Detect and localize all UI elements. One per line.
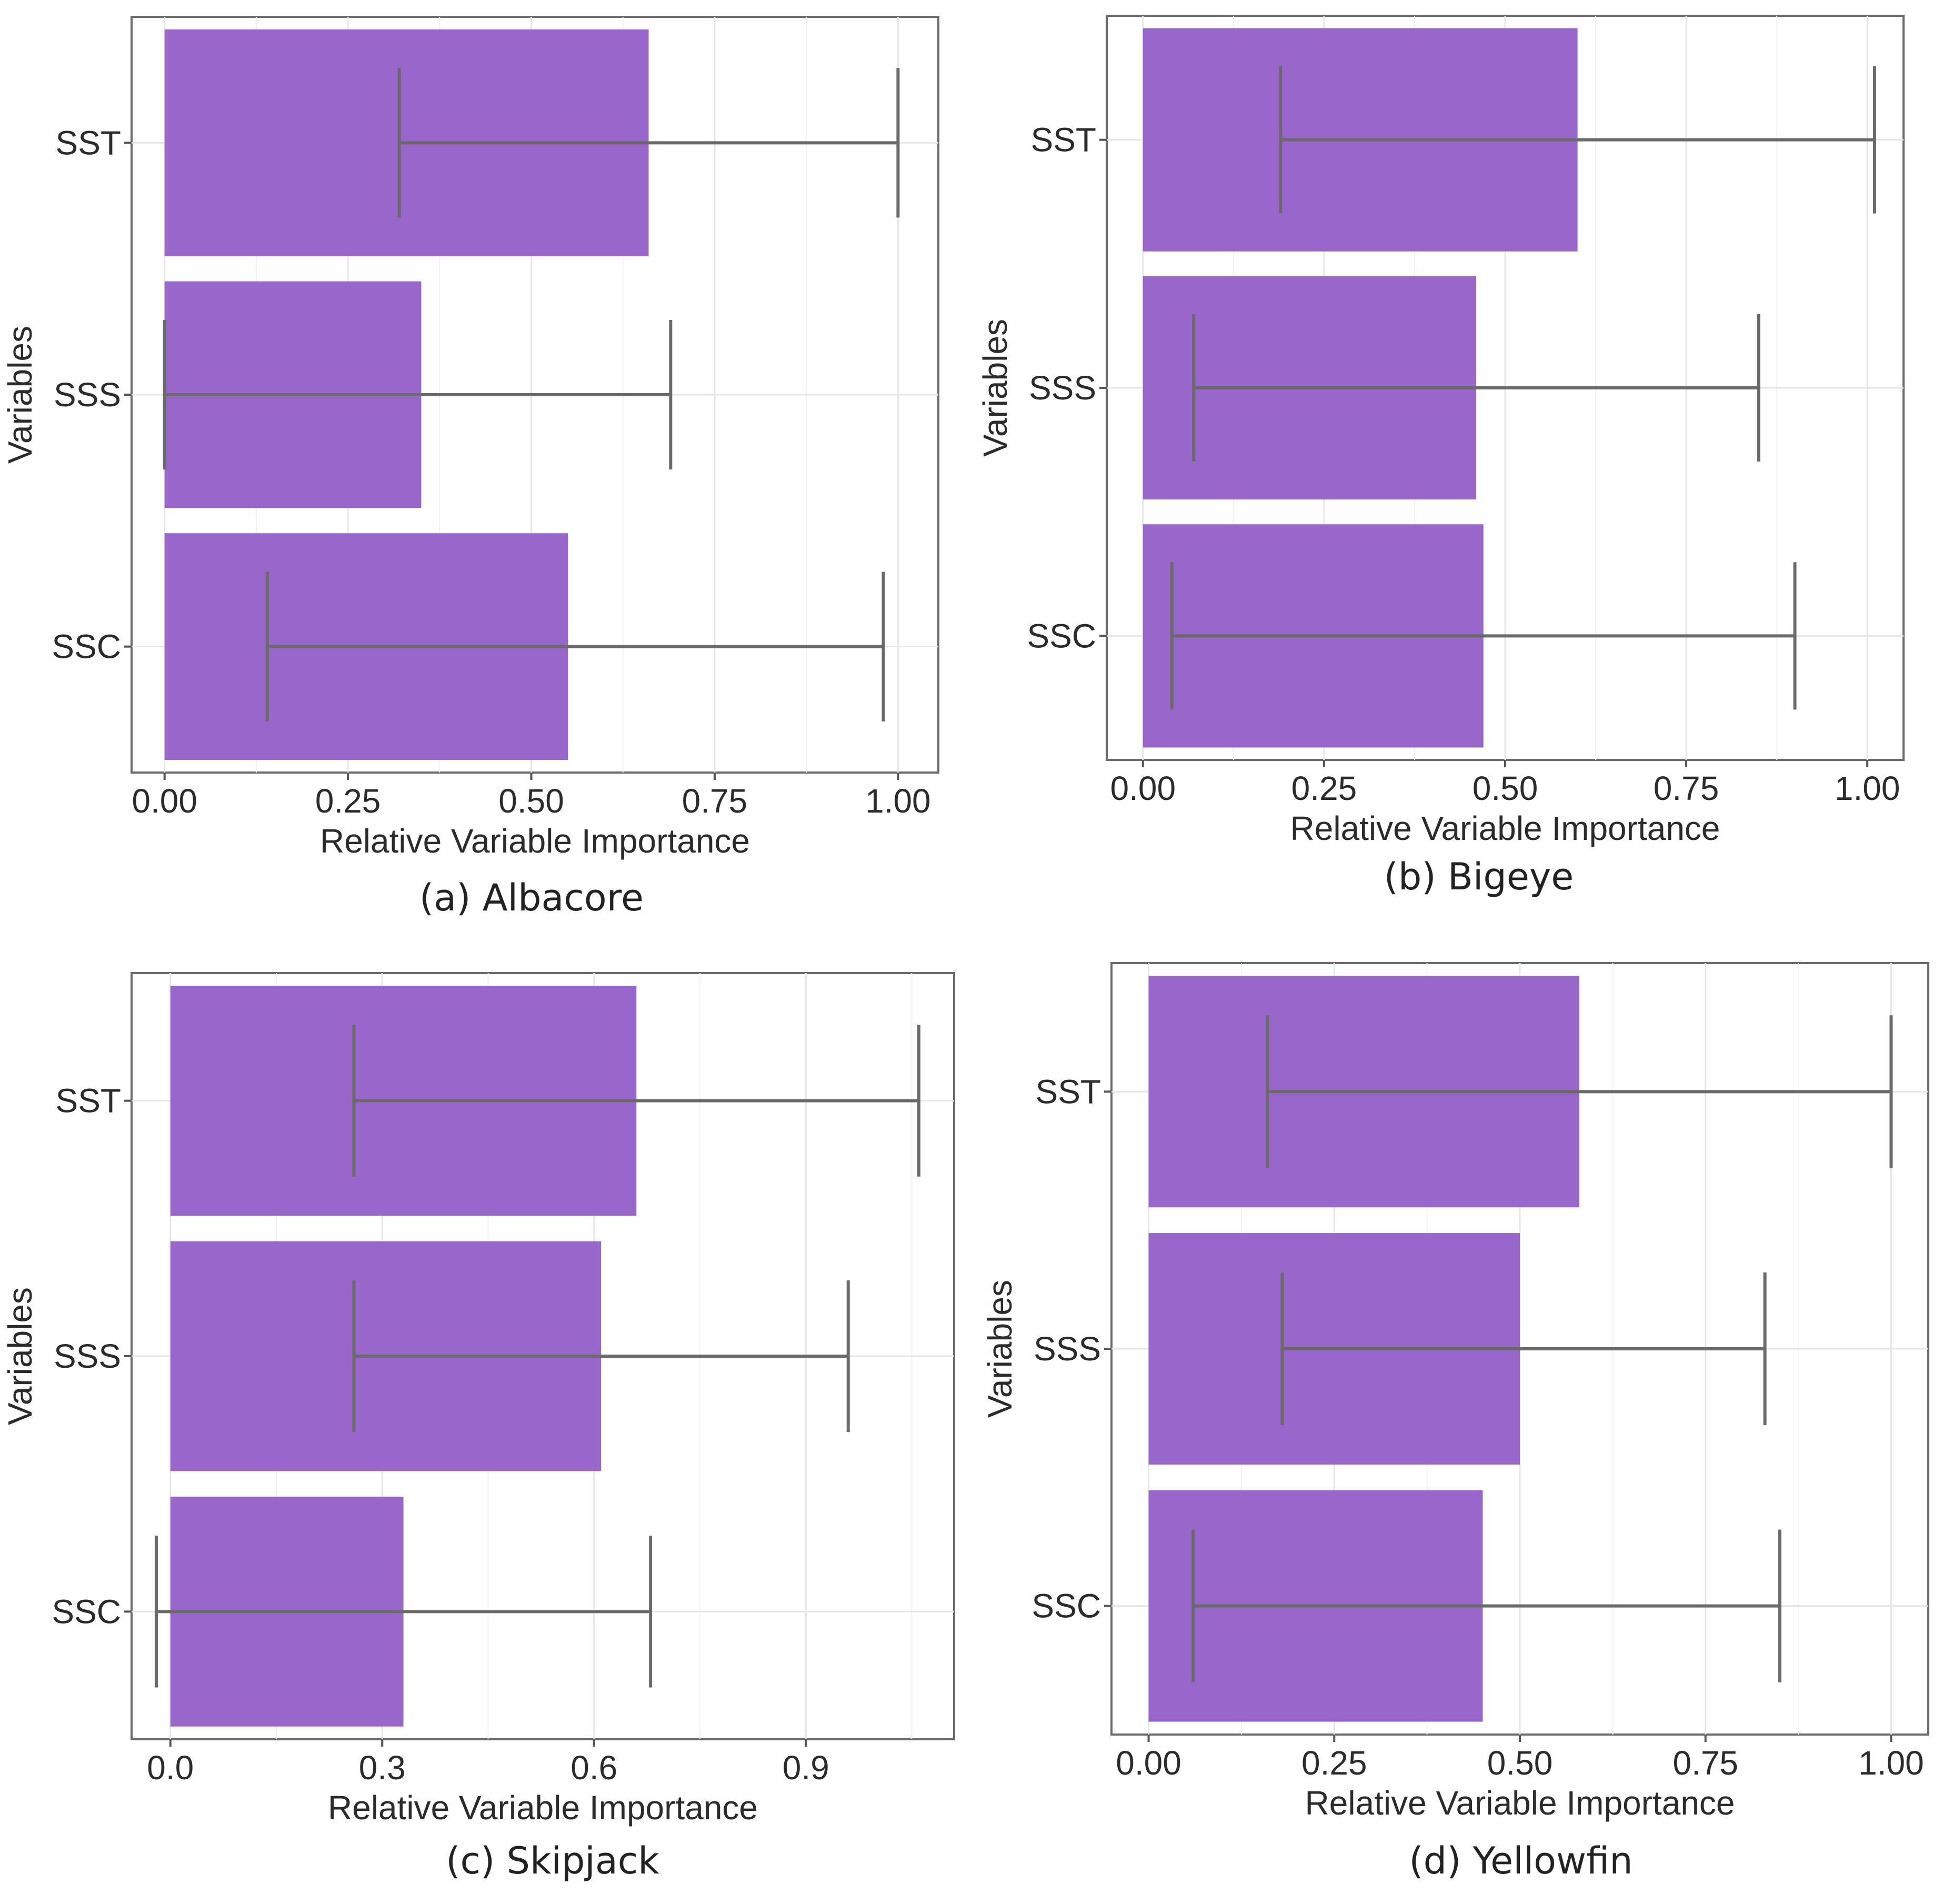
y-tick-label: SST <box>56 124 121 162</box>
x-tick-label: 0.25 <box>1301 1744 1367 1782</box>
error-bar-sst <box>352 1025 920 1177</box>
x-tick-label: 0.75 <box>682 782 748 820</box>
error-bar-ssc <box>1191 1529 1781 1682</box>
x-tick-label: 0.25 <box>315 782 381 820</box>
x-axis-title: Relative Variable Importance <box>320 822 750 860</box>
error-bar-sst <box>1279 66 1876 214</box>
y-tick-label: SSS <box>54 1337 121 1375</box>
panel-yellowfin: SST SSS SSC 0.00 0.25 0.50 0.75 1.00 Relative Va… <box>981 962 1929 1882</box>
error-bar-ssc <box>1170 562 1797 710</box>
y-axis-title: Variables <box>976 319 1014 457</box>
error-bar-sss <box>163 319 673 470</box>
y-tick-label: SSS <box>1034 1330 1101 1368</box>
panel-skipjack: SST SSS SSC 0.0 0.3 0.6 0.9 Relative Variable I… <box>1 972 955 1882</box>
x-tick-label: 1.00 <box>865 782 931 820</box>
x-tick-label: 0.75 <box>1654 769 1719 807</box>
y-tick-label: SST <box>56 1082 121 1120</box>
x-tick-label: 0.6 <box>570 1749 617 1787</box>
panel-caption: (b) Bigeye <box>1384 855 1574 898</box>
x-tick-label: 0.00 <box>132 782 197 820</box>
x-tick-label: 0.3 <box>359 1749 406 1787</box>
error-bar-sss <box>1280 1272 1767 1426</box>
x-tick-label: 0.50 <box>1473 769 1538 807</box>
error-bar-sss <box>1192 314 1760 462</box>
y-tick-label: SSS <box>1029 369 1096 407</box>
x-tick-label: 1.00 <box>1835 769 1900 807</box>
x-tick-label: 0.0 <box>147 1749 194 1787</box>
y-tick-label: SSC <box>1027 617 1096 655</box>
x-tick-label: 0.50 <box>1487 1744 1553 1782</box>
x-tick-label: 1.00 <box>1858 1744 1924 1782</box>
x-tick-label: 0.25 <box>1291 769 1357 807</box>
error-bar-ssc <box>154 1536 653 1688</box>
x-axis-title: Relative Variable Importance <box>1305 1784 1735 1822</box>
y-tick-label: SST <box>1036 1073 1101 1110</box>
x-axis-title: Relative Variable Importance <box>1290 809 1720 847</box>
x-tick-label: 0.00 <box>1110 769 1176 807</box>
panel-albacore: SST SSS SSC 0.00 0.25 0.50 0.75 1.00 Relative Va… <box>1 16 939 919</box>
y-tick-label: SSC <box>52 1592 121 1630</box>
y-axis-title: Variables <box>1 1287 39 1425</box>
y-axis-title: Variables <box>1 326 39 464</box>
error-bar-sst <box>1266 1015 1893 1168</box>
y-axis-title: Variables <box>981 1280 1019 1418</box>
x-axis-title: Relative Variable Importance <box>328 1789 758 1827</box>
error-bar-sst <box>397 68 900 218</box>
x-tick-label: 0.50 <box>498 782 564 820</box>
panel-caption: (d) Yellowfin <box>1409 1839 1632 1882</box>
x-tick-label: 0.00 <box>1116 1744 1181 1782</box>
y-tick-label: SST <box>1031 121 1096 159</box>
panel-caption: (a) Albacore <box>419 876 644 919</box>
panel-caption: (c) Skipjack <box>446 1839 659 1882</box>
error-bar-ssc <box>265 572 885 721</box>
error-bar-sss <box>352 1280 850 1432</box>
panel-bigeye: SST SSS SSC 0.00 0.25 0.50 0.75 1.00 Relative Va… <box>976 15 1905 898</box>
y-tick-label: SSC <box>1031 1587 1101 1625</box>
y-tick-label: SSS <box>54 376 121 414</box>
x-tick-label: 0.75 <box>1672 1744 1738 1782</box>
y-tick-label: SSC <box>52 628 121 666</box>
x-tick-label: 0.9 <box>783 1749 829 1787</box>
